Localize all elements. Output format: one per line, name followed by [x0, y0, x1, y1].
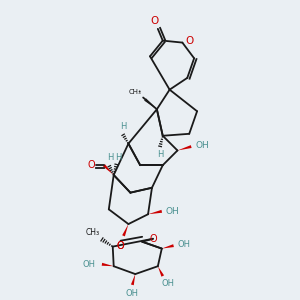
Text: O: O	[185, 36, 194, 46]
Polygon shape	[102, 263, 114, 266]
Text: O: O	[87, 160, 95, 170]
Text: CH₃: CH₃	[129, 88, 142, 94]
Polygon shape	[148, 210, 162, 214]
Text: OH: OH	[195, 141, 209, 150]
Polygon shape	[158, 266, 164, 277]
Text: OH: OH	[161, 279, 174, 288]
Text: OH: OH	[126, 289, 139, 298]
Text: O: O	[117, 241, 124, 250]
Text: OH: OH	[178, 240, 191, 249]
Polygon shape	[144, 98, 157, 109]
Text: •: •	[137, 89, 141, 94]
Polygon shape	[131, 274, 135, 285]
Polygon shape	[178, 145, 192, 151]
Text: OH: OH	[83, 260, 96, 269]
Text: CH₃: CH₃	[86, 228, 100, 237]
Text: OH: OH	[166, 207, 179, 216]
Text: O: O	[117, 241, 124, 250]
Polygon shape	[122, 224, 128, 236]
Text: O: O	[151, 16, 159, 26]
Text: H: H	[108, 153, 114, 162]
Text: H: H	[120, 122, 127, 131]
Text: O: O	[149, 234, 157, 244]
Polygon shape	[162, 244, 174, 249]
Text: H: H	[158, 150, 164, 159]
Polygon shape	[103, 164, 114, 175]
Text: H: H	[116, 153, 122, 162]
